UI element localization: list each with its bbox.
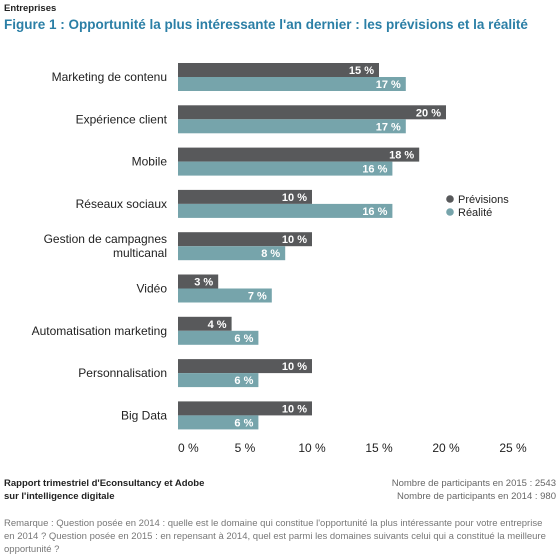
category-label: Automatisation marketing <box>32 324 167 338</box>
data-label: 10 % <box>282 403 307 415</box>
x-tick-label: 25 % <box>499 441 527 455</box>
category-label: Vidéo <box>137 282 168 296</box>
data-label: 17 % <box>376 79 401 91</box>
bar-realite <box>178 161 393 176</box>
bar-previsions <box>178 359 312 374</box>
source-line-2: sur l'intelligence digitale <box>4 491 115 502</box>
bar-realite <box>178 77 406 91</box>
source-line-1: Rapport trimestriel d'Econsultancy et Ad… <box>4 478 205 489</box>
data-label: 10 % <box>282 361 307 373</box>
bar-chart: Marketing de contenu 15 %17 %Expérience c… <box>32 63 527 455</box>
x-tick-label: 5 % <box>235 441 256 455</box>
bar-realite <box>178 330 259 345</box>
bar-previsions <box>178 105 446 120</box>
bar-realite <box>178 373 259 388</box>
bar-realite <box>178 246 286 261</box>
source-note: Rapport trimestriel d'Econsultancy et Ad… <box>4 477 204 503</box>
legend-label: Prévisions <box>458 194 509 206</box>
data-label: 18 % <box>389 150 414 162</box>
bar-realite <box>178 288 272 303</box>
data-label: 15 % <box>349 65 374 77</box>
data-label: 4 % <box>208 319 227 331</box>
bar-previsions <box>178 274 219 289</box>
category-label: Expérience client <box>76 112 168 126</box>
bar-previsions <box>178 189 312 204</box>
bar-realite <box>178 203 393 218</box>
data-label: 10 % <box>282 192 307 204</box>
data-label: 17 % <box>376 121 401 133</box>
category-label: Mobile <box>132 155 168 169</box>
category-label: Marketing de contenu <box>52 70 167 84</box>
category-label: Gestion de campagnes multicanal <box>44 232 167 260</box>
category-label: Personnalisation <box>78 366 167 380</box>
data-label: 8 % <box>261 248 280 260</box>
data-label: 16 % <box>362 164 387 176</box>
bar-previsions <box>178 147 420 162</box>
x-tick-label: 15 % <box>365 441 393 455</box>
data-label: 10 % <box>282 234 307 246</box>
bar-previsions <box>178 401 312 416</box>
category-label: Big Data <box>121 408 167 422</box>
participants-2014: Nombre de participants en 2014 : 980 <box>397 491 556 502</box>
x-tick-label: 0 % <box>178 441 199 455</box>
data-label: 6 % <box>234 375 253 387</box>
bar-previsions <box>178 316 232 331</box>
bar-realite <box>178 415 259 430</box>
data-label: 3 % <box>194 277 213 289</box>
legend-marker <box>446 195 454 203</box>
bar-previsions <box>178 232 312 247</box>
participants-note: Nombre de participants en 2015 : 2543 No… <box>392 477 556 503</box>
data-label: 7 % <box>248 291 267 303</box>
legend-label: Réalité <box>458 207 492 219</box>
x-tick-label: 20 % <box>432 441 460 455</box>
data-label: 16 % <box>362 206 387 218</box>
data-label: 20 % <box>416 107 441 119</box>
figure-title: Figure 1 : Opportunité la plus intéressa… <box>4 17 528 32</box>
section-label: Entreprises <box>4 3 57 14</box>
x-tick-label: 10 % <box>298 441 326 455</box>
data-label: 6 % <box>234 417 253 429</box>
remark-note: Remarque : Question posée en 2014 : quel… <box>4 518 546 555</box>
data-label: 6 % <box>234 333 253 345</box>
category-label: Réseaux sociaux <box>76 197 167 211</box>
bar-previsions <box>178 63 379 77</box>
bar-realite <box>178 119 406 134</box>
participants-2015: Nombre de participants en 2015 : 2543 <box>391 478 556 489</box>
legend-marker <box>446 208 454 216</box>
